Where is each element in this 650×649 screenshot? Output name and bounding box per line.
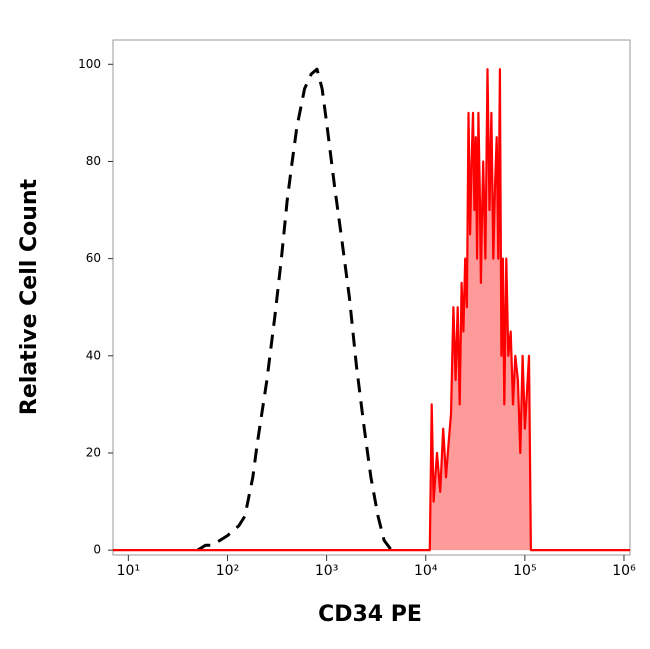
y-tick-label: 100 bbox=[78, 57, 101, 71]
x-tick-label: 10⁶ bbox=[612, 563, 636, 579]
x-tick-label: 10² bbox=[216, 563, 239, 579]
x-tick-label: 10¹ bbox=[117, 563, 140, 579]
y-tick-label: 40 bbox=[86, 348, 101, 362]
y-tick-label: 80 bbox=[86, 154, 101, 168]
x-tick-label: 10³ bbox=[315, 563, 338, 579]
series-line bbox=[196, 67, 393, 552]
plot-frame bbox=[112, 39, 631, 556]
y-tick-label: 60 bbox=[86, 251, 101, 265]
y-axis-label: Relative Cell Count bbox=[17, 178, 42, 415]
x-tick-label: 10⁵ bbox=[513, 563, 536, 579]
y-tick-label: 20 bbox=[86, 445, 101, 459]
series-area bbox=[113, 69, 630, 551]
x-tick-label: 10⁴ bbox=[414, 563, 438, 579]
x-axis-label: CD34 PE bbox=[318, 602, 422, 627]
y-tick-label: 0 bbox=[93, 543, 101, 557]
series-line bbox=[113, 68, 630, 552]
